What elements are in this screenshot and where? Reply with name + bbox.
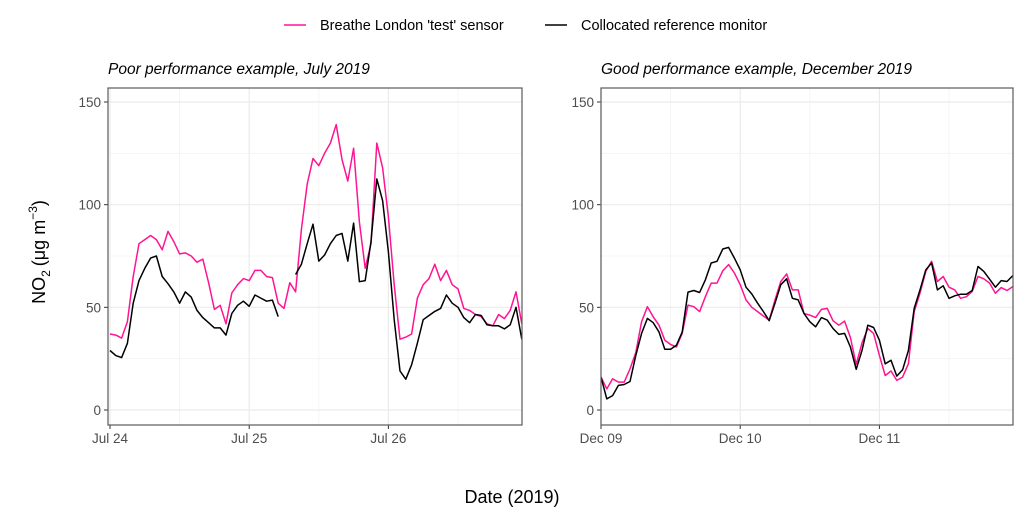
x-tick-label: Jul 25 <box>231 431 267 446</box>
y-axis-label: NO2 (μg m−3) <box>26 200 53 304</box>
panel-good-performance: 0 50 100 150 Dec 09 Dec 10 Dec 11 Good performa… <box>571 61 1014 446</box>
y-tick-label: 0 <box>586 403 594 418</box>
y-tick-label: 150 <box>571 95 594 110</box>
x-tick-label: Dec 11 <box>859 431 901 446</box>
y-axis-label-close: ) <box>29 200 49 206</box>
y-tick-label: 150 <box>78 95 101 110</box>
y-tick-label: 100 <box>78 198 101 213</box>
legend-label-test-sensor: Breathe London 'test' sensor <box>320 18 504 34</box>
x-tick-label: Dec 10 <box>719 431 762 446</box>
y-tick-label: 100 <box>571 198 594 213</box>
y-tick-label: 0 <box>93 403 101 418</box>
x-tick-label: Dec 09 <box>580 431 623 446</box>
panel-title: Good performance example, December 2019 <box>601 61 912 78</box>
y-tick-label: 50 <box>86 300 101 315</box>
series-line-reference-monitor <box>109 178 522 380</box>
panel-title: Poor performance example, July 2019 <box>108 61 370 78</box>
legend: Breathe London 'test' sensor Collocated … <box>284 18 767 34</box>
y-tick-label: 50 <box>579 300 594 315</box>
series-line-test-sensor <box>601 260 1013 390</box>
panel-border <box>107 87 523 426</box>
x-tick-label: Jul 24 <box>92 431 129 446</box>
y-axis-label-main: NO <box>29 277 49 304</box>
x-tick-label: Jul 26 <box>370 431 406 446</box>
panel-poor-performance: 0 50 100 150 Jul 24 Jul 25 Jul 26 Poor performa… <box>78 61 523 446</box>
plot-background <box>108 88 522 425</box>
panel-border <box>600 87 1014 426</box>
plot-background <box>601 88 1013 425</box>
y-axis-label-sub: 2 <box>39 270 53 277</box>
y-axis-label-unit: (μg m <box>29 220 49 266</box>
series-line-reference-monitor <box>601 246 1013 400</box>
legend-label-reference: Collocated reference monitor <box>581 18 767 34</box>
x-axis-label: Date (2019) <box>464 487 559 507</box>
y-axis-label-sup: −3 <box>26 206 40 220</box>
series-line-test-sensor <box>109 123 522 340</box>
